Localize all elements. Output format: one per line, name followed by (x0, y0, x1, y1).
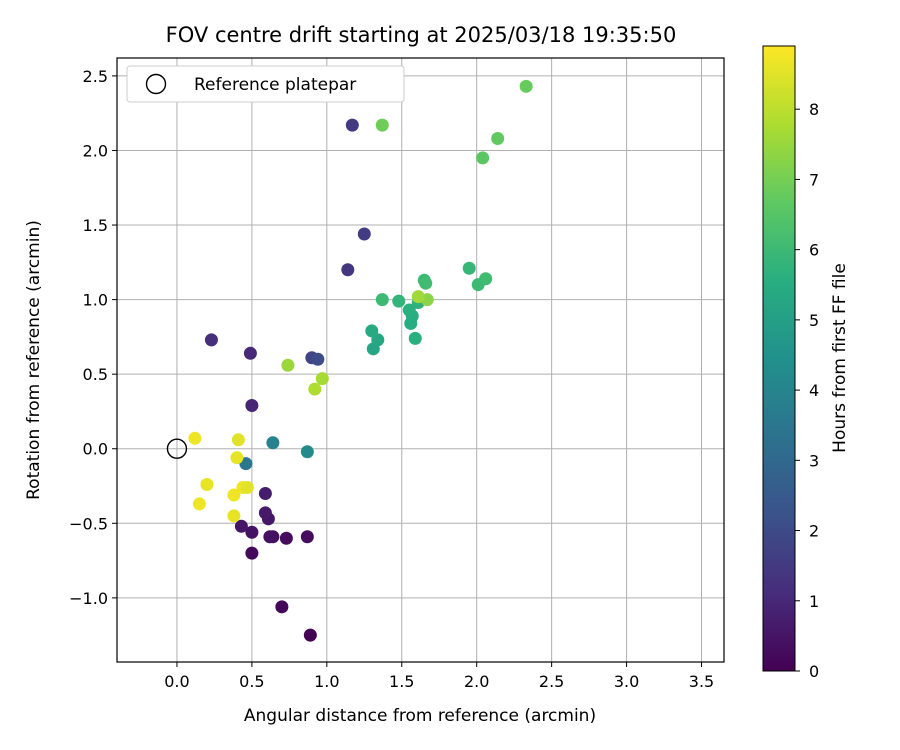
x-tick-label: 0.5 (239, 672, 264, 691)
data-point (245, 546, 259, 560)
colorbar-tick-label: 5 (809, 311, 819, 330)
data-point (300, 445, 314, 459)
y-axis-title: Rotation from reference (arcmin) (24, 220, 44, 500)
data-point (245, 525, 259, 539)
chart-title: FOV centre drift starting at 2025/03/18 … (166, 23, 677, 47)
x-tick-label: 1.0 (314, 672, 339, 691)
data-point (491, 132, 505, 146)
data-point (204, 333, 218, 347)
data-point (375, 118, 389, 132)
data-point (345, 118, 359, 132)
colorbar-tick-label: 0 (809, 662, 819, 681)
legend-box (126, 65, 405, 103)
data-point (311, 352, 325, 366)
data-point (519, 79, 533, 93)
data-point (357, 227, 371, 241)
x-tick-label: 0.0 (164, 672, 189, 691)
x-tick-label: 2.0 (464, 672, 489, 691)
data-point (419, 276, 433, 290)
data-point (263, 530, 277, 544)
data-point (408, 331, 422, 345)
data-point (315, 372, 329, 386)
data-point (230, 451, 244, 465)
data-point (392, 294, 406, 308)
colorbar-tick-label: 6 (809, 241, 819, 260)
data-point (227, 488, 241, 502)
colorbar-tick-label: 7 (809, 170, 819, 189)
data-point (258, 506, 272, 520)
y-tick-label: −1.0 (69, 589, 108, 608)
data-point (303, 628, 317, 642)
colorbar-tick-label: 8 (809, 100, 819, 119)
data-point (281, 358, 295, 372)
x-tick-label: 2.5 (539, 672, 564, 691)
legend-label-reference: Reference platepar (194, 75, 356, 95)
y-tick-label: −0.5 (69, 514, 108, 533)
colorbar-tick-label: 2 (809, 522, 819, 541)
x-tick-label: 3.0 (614, 672, 639, 691)
data-point (227, 509, 241, 523)
data-point (275, 600, 289, 614)
data-point (279, 531, 293, 545)
legend-marker-reference (145, 73, 167, 95)
y-tick-label: 0.0 (83, 440, 108, 459)
y-tick-label: 2.0 (83, 141, 108, 160)
colorbar (762, 45, 796, 672)
colorbar-title: Hours from first FF file (830, 263, 850, 453)
data-point (402, 303, 416, 317)
data-points (166, 79, 533, 642)
y-tick-label: 2.5 (83, 67, 108, 86)
data-point (266, 436, 280, 450)
data-point (341, 263, 355, 277)
data-point (188, 431, 202, 445)
data-point (308, 382, 322, 396)
gridlines (117, 58, 724, 662)
y-tick-label: 0.5 (83, 365, 108, 384)
data-point (300, 530, 314, 544)
data-point (462, 261, 476, 275)
plot-frame (116, 57, 725, 663)
x-axis-ticks: 0.0 0.5 1.0 1.5 2.0 2.5 3.0 3.5 (164, 662, 714, 691)
data-point (234, 519, 248, 533)
x-tick-label: 3.5 (689, 672, 714, 691)
data-point (476, 151, 490, 165)
colorbar-tick-label: 4 (809, 381, 819, 400)
colorbar-tick-label: 1 (809, 592, 819, 611)
colorbar-ticks: 0 1 2 3 4 5 6 7 8 (795, 100, 819, 681)
data-point (192, 497, 206, 511)
x-axis-title: Angular distance from reference (arcmin) (244, 706, 596, 726)
data-point (258, 486, 272, 500)
data-point (375, 293, 389, 307)
x-tick-label: 1.5 (389, 672, 414, 691)
data-point (365, 324, 379, 338)
data-point (231, 433, 245, 447)
data-point (411, 290, 425, 304)
y-tick-label: 1.5 (83, 216, 108, 235)
colorbar-tick-label: 3 (809, 451, 819, 470)
legend: Reference platepar (126, 65, 405, 103)
data-point (200, 478, 214, 492)
data-point (240, 481, 254, 495)
reference-platepar-marker (166, 438, 188, 459)
y-tick-label: 1.0 (83, 291, 108, 310)
data-point (243, 346, 257, 360)
data-point (479, 272, 493, 286)
data-point (245, 398, 259, 412)
y-axis-ticks: −1.0 −0.5 0.0 0.5 1.0 1.5 2.0 2.5 (69, 67, 117, 608)
